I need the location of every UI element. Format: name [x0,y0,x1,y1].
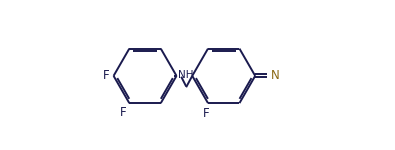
Text: F: F [120,106,126,119]
Text: N: N [271,69,279,82]
Text: F: F [203,107,210,120]
Text: F: F [103,69,109,82]
Text: NH: NH [178,70,193,80]
